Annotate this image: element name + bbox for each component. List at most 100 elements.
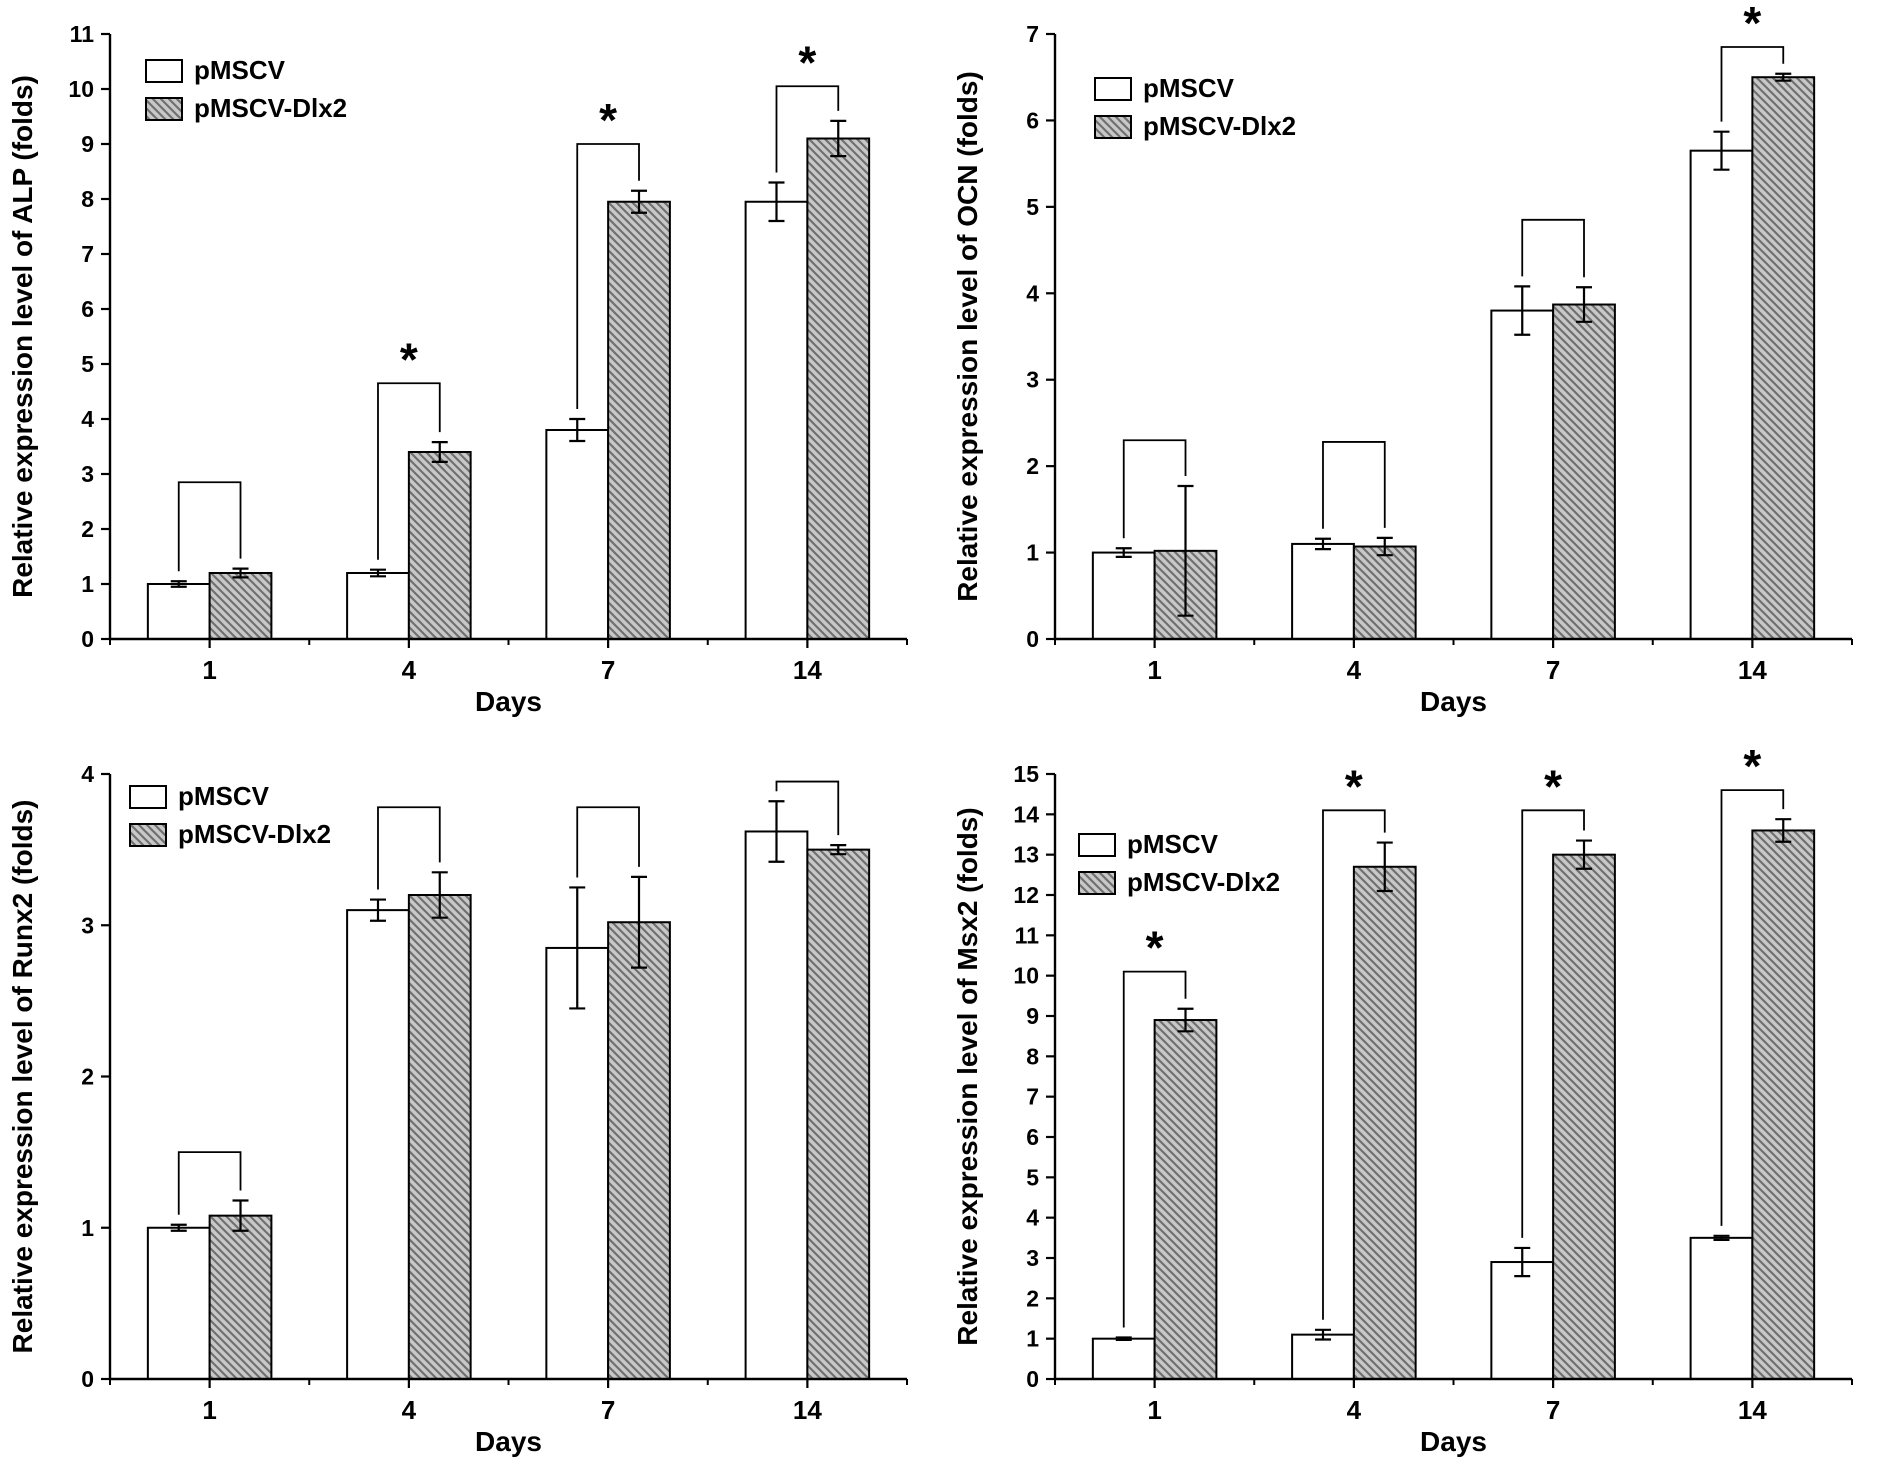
y-tick-label: 8 xyxy=(81,186,94,212)
y-tick-label: 1 xyxy=(1026,1325,1039,1351)
y-tick-label: 0 xyxy=(1026,1366,1039,1392)
legend-swatch-pMSCV-Dlx2 xyxy=(1078,870,1116,895)
error-bar-pMSCV-day4 xyxy=(369,568,386,578)
y-tick-label: 15 xyxy=(1013,761,1039,787)
error-bar-pMSCV-day14 xyxy=(768,181,785,223)
legend-swatch-pMSCV-Dlx2 xyxy=(1094,115,1132,140)
legend-label-pMSCV-Dlx2: pMSCV-Dlx2 xyxy=(178,819,331,849)
bar-pMSCV-Dlx2-day14 xyxy=(1751,76,1816,641)
x-axis-title: Days xyxy=(1420,1426,1487,1457)
sig-bracket-day14 xyxy=(1720,46,1785,122)
error-bar-pMSCV-Dlx2-day14 xyxy=(1775,817,1792,843)
sig-bracket-day4 xyxy=(1322,441,1386,529)
error-bar-pMSCV-day14 xyxy=(1713,130,1730,172)
bar-pMSCV-day4 xyxy=(1291,543,1355,641)
error-bar-pMSCV-Dlx2-day4 xyxy=(1376,537,1393,557)
bar-pMSCV-day14 xyxy=(744,201,809,641)
x-axis-title: Days xyxy=(475,1426,542,1457)
error-bar-pMSCV-day1 xyxy=(170,580,187,589)
legend: pMSCV pMSCV-Dlx2 xyxy=(1094,73,1296,141)
x-tick-label: 7 xyxy=(1546,1395,1560,1425)
x-tick-label: 1 xyxy=(1147,1395,1161,1425)
sig-star-day14: * xyxy=(1743,4,1761,49)
x-tick-label: 1 xyxy=(202,1395,216,1425)
error-bar-pMSCV-Dlx2-day4 xyxy=(1376,841,1393,892)
x-axis-title: Days xyxy=(475,686,542,717)
legend: pMSCV pMSCV-Dlx2 xyxy=(145,55,347,123)
bar-pMSCV-Dlx2-day1 xyxy=(208,572,273,641)
sig-star-day4: * xyxy=(400,334,418,386)
y-tick-label: 7 xyxy=(81,241,94,267)
sig-bracket-day1 xyxy=(1122,439,1187,539)
error-bar-pMSCV-Dlx2-day7 xyxy=(1576,286,1593,324)
y-tick-label: 4 xyxy=(1026,1204,1039,1230)
y-tick-label: 13 xyxy=(1013,841,1039,867)
x-tick-label: 7 xyxy=(1546,655,1560,685)
sig-bracket-day7 xyxy=(1521,809,1585,1238)
sig-bracket-day1 xyxy=(177,1150,242,1215)
sig-star-day1: * xyxy=(1146,921,1164,973)
y-tick-label: 5 xyxy=(81,351,94,377)
panel-msx2: * * * * 0 1 2 3 4 5 6 7 8 9 10 11 12 13 14 15 1 4 7 14 Days Relat… xyxy=(945,740,1890,1479)
sig-bracket-day1 xyxy=(177,481,242,572)
legend-label-pMSCV: pMSCV xyxy=(194,55,286,85)
bar-pMSCV-Dlx2-day7 xyxy=(1552,303,1616,641)
bar-pMSCV-Dlx2-day4 xyxy=(407,451,472,641)
error-bar-pMSCV-Dlx2-day1 xyxy=(1177,485,1194,618)
sig-star-day14: * xyxy=(798,37,816,89)
x-tick-label: 4 xyxy=(402,655,417,685)
x-tick-label: 4 xyxy=(1347,655,1362,685)
y-tick-label: 9 xyxy=(81,131,94,157)
sig-bracket-day14 xyxy=(775,85,840,173)
y-tick-label: 9 xyxy=(1026,1003,1039,1029)
bar-pMSCV-Dlx2-day7 xyxy=(607,920,671,1380)
y-tick-label: 14 xyxy=(1013,801,1039,827)
y-tick-label: 8 xyxy=(1026,1043,1039,1069)
sig-bracket-day4 xyxy=(377,806,441,890)
legend-swatch-pMSCV-Dlx2 xyxy=(129,822,167,847)
error-bar-pMSCV-day4 xyxy=(369,898,386,922)
y-tick-label: 0 xyxy=(81,626,94,652)
error-bar-pMSCV-Dlx2-day4 xyxy=(431,870,448,919)
error-bar-pMSCV-Dlx2-day7 xyxy=(1576,839,1593,870)
bar-pMSCV-day4 xyxy=(1291,1333,1355,1380)
error-bar-pMSCV-Dlx2-day1 xyxy=(232,1199,249,1232)
bar-pMSCV-day14 xyxy=(744,830,809,1380)
y-tick-label: 6 xyxy=(1026,1124,1039,1150)
legend-swatch-pMSCV xyxy=(145,59,183,84)
error-bar-pMSCV-day7 xyxy=(569,886,586,1010)
legend-swatch-pMSCV xyxy=(129,784,167,809)
y-axis-title: Relative expression level of Msx2 (folds… xyxy=(952,807,983,1345)
legend-label-pMSCV-Dlx2: pMSCV-Dlx2 xyxy=(1143,111,1296,141)
bar-pMSCV-Dlx2-day14 xyxy=(1751,829,1816,1380)
y-tick-label: 7 xyxy=(1026,21,1039,47)
y-tick-label: 3 xyxy=(1026,367,1039,393)
y-tick-label: 12 xyxy=(1013,882,1039,908)
x-tick-label: 14 xyxy=(793,655,822,685)
sig-star-day14: * xyxy=(1743,744,1761,792)
x-tick-label: 14 xyxy=(1738,1395,1767,1425)
y-tick-label: 1 xyxy=(81,571,94,597)
error-bar-pMSCV-day1 xyxy=(170,1223,187,1232)
error-bar-pMSCV-day1 xyxy=(1115,1336,1132,1341)
sig-star-day7: * xyxy=(599,94,617,146)
error-bar-pMSCV-day7 xyxy=(1514,285,1531,337)
y-tick-label: 11 xyxy=(1015,922,1040,948)
y-axis-title: Relative expression level of ALP (folds) xyxy=(7,75,38,598)
y-tick-label: 2 xyxy=(81,516,94,542)
y-tick-label: 6 xyxy=(1026,108,1039,134)
legend-label-pMSCV: pMSCV xyxy=(178,781,270,811)
bar-pMSCV-day4 xyxy=(346,908,410,1380)
x-tick-label: 7 xyxy=(601,1395,615,1425)
sig-bracket-day1 xyxy=(1122,970,1187,1328)
sig-bracket-day14 xyxy=(1720,788,1785,1226)
legend-label-pMSCV-Dlx2: pMSCV-Dlx2 xyxy=(1127,867,1280,897)
panel-runx2: 0 1 2 3 4 1 4 7 14 Days Relative expression level … xyxy=(0,740,945,1479)
x-tick-label: 4 xyxy=(1347,1395,1362,1425)
legend: pMSCV pMSCV-Dlx2 xyxy=(129,781,331,849)
x-tick-label: 14 xyxy=(793,1395,822,1425)
y-axis-title: Relative expression level of OCN (folds) xyxy=(952,71,983,602)
